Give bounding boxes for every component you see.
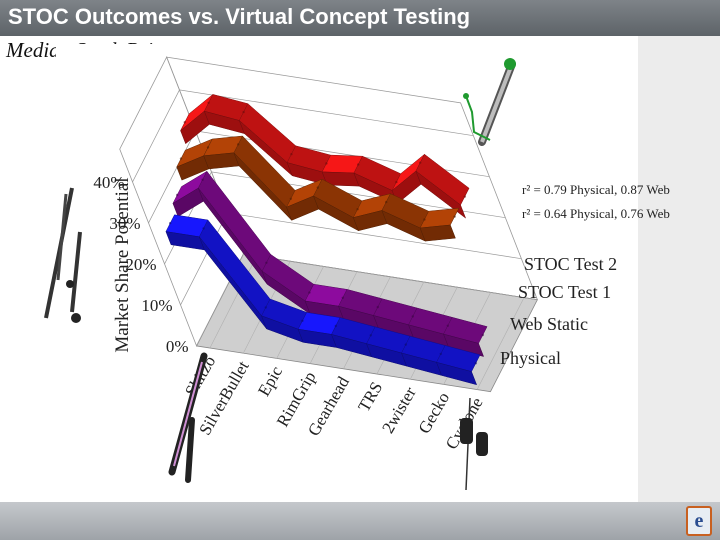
data-point [265, 261, 268, 264]
series-label: STOC Test 1 [518, 282, 611, 302]
ribbon-segment-front [436, 361, 478, 386]
data-point [423, 218, 426, 221]
data-point [334, 324, 337, 328]
footer-bar [0, 502, 720, 540]
y-tick-label: 20% [125, 255, 156, 274]
data-point [202, 227, 205, 230]
ribbon-segment-front [443, 333, 485, 357]
y-tick-label: 10% [141, 296, 172, 315]
data-point [183, 121, 186, 124]
data-point [357, 163, 360, 166]
data-point [446, 324, 449, 327]
series-ribbon [165, 214, 481, 386]
series-ribbon [176, 135, 460, 242]
data-point [316, 186, 319, 189]
floor-divider [476, 297, 525, 390]
right-side-band [638, 36, 720, 502]
chart-panel [56, 44, 638, 450]
gridline [132, 89, 474, 183]
data-point [179, 157, 183, 160]
data-point [264, 306, 267, 309]
series-labels: Physical Web Static STOC Test 1 STOC Test 2 [500, 254, 617, 368]
data-point [356, 208, 359, 211]
data-point [404, 343, 407, 346]
series-ribbon [180, 94, 470, 219]
data-point [169, 222, 172, 225]
data-point [289, 197, 292, 200]
gridline [196, 253, 538, 347]
pen-illustration-top [463, 58, 516, 146]
series-ribbon [172, 170, 488, 357]
annotation-r2-1: r² = 0.79 Physical, 0.87 Web [522, 182, 670, 197]
data-point [308, 291, 311, 294]
data-point [419, 161, 422, 164]
data-point [385, 200, 388, 204]
y-tick-label: 40% [93, 173, 124, 192]
data-point [176, 193, 179, 197]
slide-title: STOC Outcomes vs. Virtual Concept Testin… [8, 4, 471, 29]
data-point [341, 296, 344, 299]
data-point [481, 333, 484, 337]
data-point [463, 195, 466, 198]
y-axis-label: Market Share Potential [112, 177, 133, 352]
series-label: Web Static [510, 314, 588, 334]
ribbon-segment-front [419, 224, 456, 242]
series-label: Physical [500, 348, 561, 368]
chart-series [165, 94, 488, 386]
ribbon-segment-front [203, 152, 240, 170]
data-point [395, 180, 398, 184]
pens-illustration-left [44, 187, 82, 323]
y-tick-label: 30% [109, 214, 140, 233]
y-tick-labels: 0% 10% 20% 30% 40% [93, 173, 188, 356]
data-point [376, 305, 379, 309]
header-bar: STOC Outcomes vs. Virtual Concept Testin… [0, 0, 720, 36]
data-point [369, 334, 372, 337]
ribbon-segment-front [415, 170, 467, 219]
data-point [237, 143, 240, 146]
annotation-r2-2: r² = 0.64 Physical, 0.76 Web [522, 206, 670, 221]
data-point [206, 146, 210, 149]
floor-divider [209, 255, 258, 349]
data-point [474, 362, 477, 365]
series-label: STOC Test 2 [524, 254, 617, 274]
pens-illustration-bottom [168, 352, 208, 483]
data-point [290, 153, 293, 156]
data-point [301, 319, 304, 322]
footer-logo-icon: e [686, 506, 712, 536]
data-point [325, 162, 328, 165]
clip-illustration-bottom-right [460, 397, 488, 491]
data-point [411, 315, 414, 318]
data-point [201, 178, 204, 181]
data-point [207, 101, 210, 105]
data-point [453, 215, 456, 218]
data-point [439, 352, 442, 356]
y-tick-label: 0% [166, 337, 189, 356]
data-point [242, 110, 245, 114]
